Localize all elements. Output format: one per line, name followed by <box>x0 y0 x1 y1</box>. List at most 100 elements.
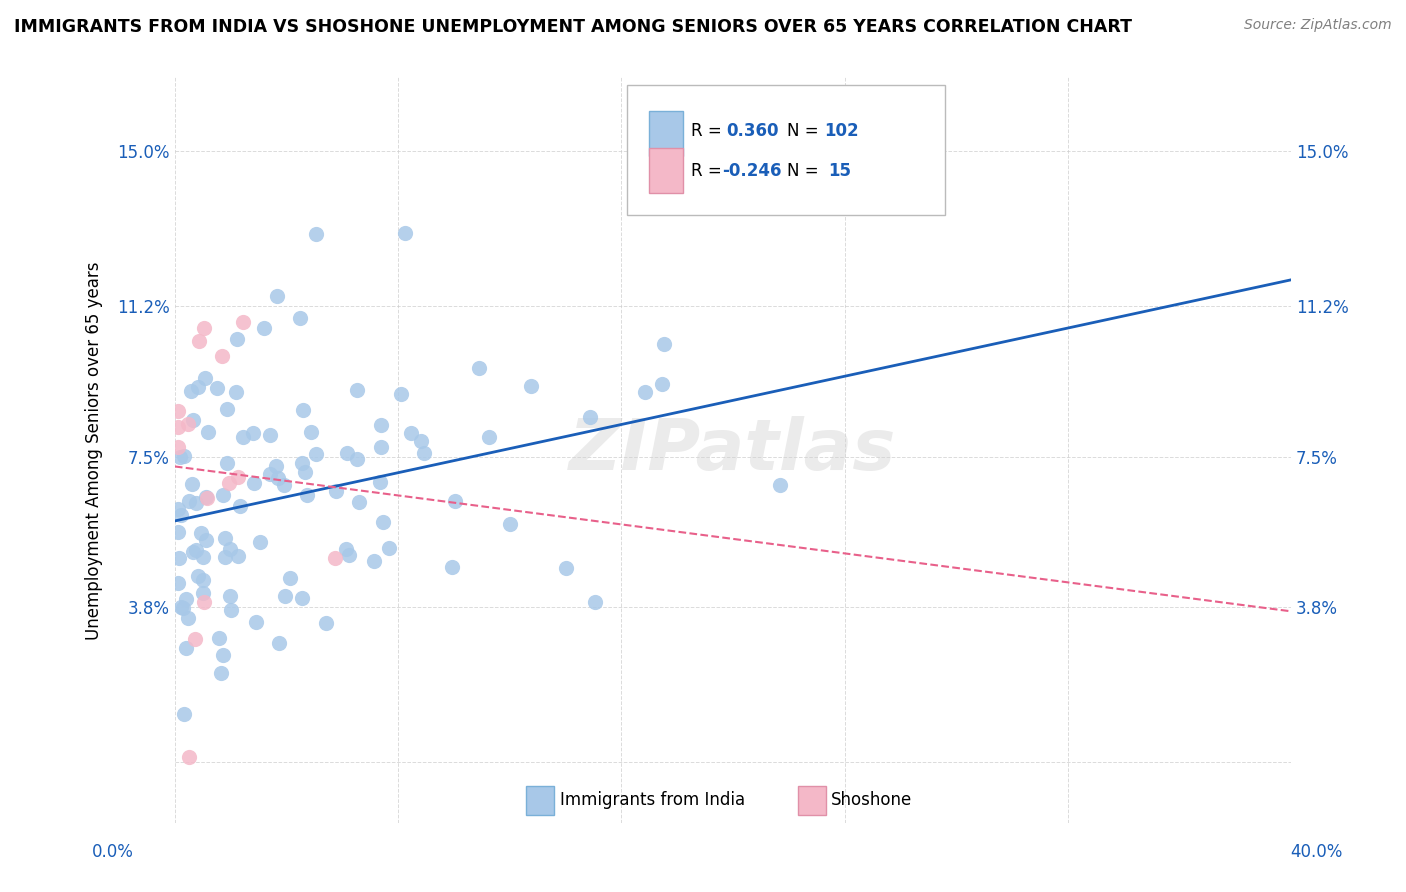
Point <box>305 447 328 461</box>
Point <box>346 452 368 467</box>
Point <box>212 648 235 662</box>
FancyBboxPatch shape <box>526 786 554 814</box>
Point <box>214 531 236 545</box>
Point <box>441 560 464 574</box>
Point <box>335 542 357 557</box>
Point <box>181 413 204 427</box>
Point <box>188 334 211 348</box>
Point <box>478 429 501 443</box>
Point <box>229 500 252 514</box>
Point <box>299 425 322 439</box>
Point <box>173 706 195 721</box>
Point <box>259 428 281 442</box>
Point <box>218 541 240 556</box>
Point <box>197 425 219 440</box>
Point <box>291 456 314 470</box>
Text: R =: R = <box>690 161 727 179</box>
Point <box>211 349 233 363</box>
Point <box>180 384 202 398</box>
Point <box>409 434 432 449</box>
Point <box>215 401 238 416</box>
Point <box>378 541 401 556</box>
FancyBboxPatch shape <box>797 786 825 814</box>
Point <box>194 490 217 504</box>
Point <box>194 533 217 548</box>
Point <box>444 493 467 508</box>
Point <box>208 631 231 645</box>
Point <box>191 549 214 564</box>
Point <box>193 595 215 609</box>
Point <box>167 524 190 539</box>
Point <box>173 450 195 464</box>
Point <box>370 475 392 489</box>
Point <box>249 535 271 549</box>
Text: -0.246: -0.246 <box>721 161 782 179</box>
Point <box>347 494 370 508</box>
Point <box>193 573 215 587</box>
Point <box>468 360 491 375</box>
Point <box>370 417 392 432</box>
Point <box>346 383 368 397</box>
Point <box>578 409 600 424</box>
Text: 40.0%: 40.0% <box>1291 843 1343 861</box>
Point <box>190 526 212 541</box>
Point <box>363 554 385 568</box>
Point <box>325 483 347 498</box>
Point <box>242 475 264 490</box>
Point <box>274 589 297 603</box>
Point <box>292 402 315 417</box>
Point <box>187 569 209 583</box>
Point <box>177 610 200 624</box>
Point <box>218 475 240 490</box>
Point <box>166 576 188 591</box>
Point <box>170 599 193 614</box>
Point <box>194 370 217 384</box>
Point <box>218 589 240 603</box>
Point <box>295 488 318 502</box>
Point <box>193 321 215 335</box>
Point <box>226 470 249 484</box>
Point <box>172 601 194 615</box>
Point <box>315 616 337 631</box>
Text: 0.0%: 0.0% <box>91 843 134 861</box>
Point <box>169 450 191 465</box>
Point <box>253 320 276 334</box>
Text: ZIPatlas: ZIPatlas <box>569 416 897 485</box>
Point <box>232 430 254 444</box>
Point <box>181 476 204 491</box>
Point <box>215 456 238 470</box>
Point <box>555 561 578 575</box>
Point <box>174 591 197 606</box>
Point <box>167 404 190 418</box>
Point <box>399 425 422 440</box>
Point <box>294 465 316 479</box>
Point <box>232 315 254 329</box>
Point <box>177 417 200 432</box>
Point <box>273 478 295 492</box>
Point <box>225 332 247 346</box>
Point <box>167 550 190 565</box>
Text: N =: N = <box>786 122 824 140</box>
Point <box>389 387 412 401</box>
Point <box>769 477 792 491</box>
Point <box>209 666 232 681</box>
Y-axis label: Unemployment Among Seniors over 65 years: Unemployment Among Seniors over 65 years <box>86 261 103 640</box>
Point <box>634 385 657 400</box>
Text: R =: R = <box>690 122 727 140</box>
Point <box>371 515 394 529</box>
Point <box>305 227 328 242</box>
Point <box>266 289 288 303</box>
Point <box>323 551 346 566</box>
Point <box>166 440 188 454</box>
Point <box>214 549 236 564</box>
Point <box>267 471 290 485</box>
Point <box>177 750 200 764</box>
Point <box>195 491 218 505</box>
Point <box>174 641 197 656</box>
Text: 0.360: 0.360 <box>727 122 779 140</box>
Point <box>167 420 190 434</box>
Point <box>583 594 606 608</box>
Point <box>394 226 416 240</box>
Point <box>370 440 392 454</box>
Text: 102: 102 <box>824 122 859 140</box>
